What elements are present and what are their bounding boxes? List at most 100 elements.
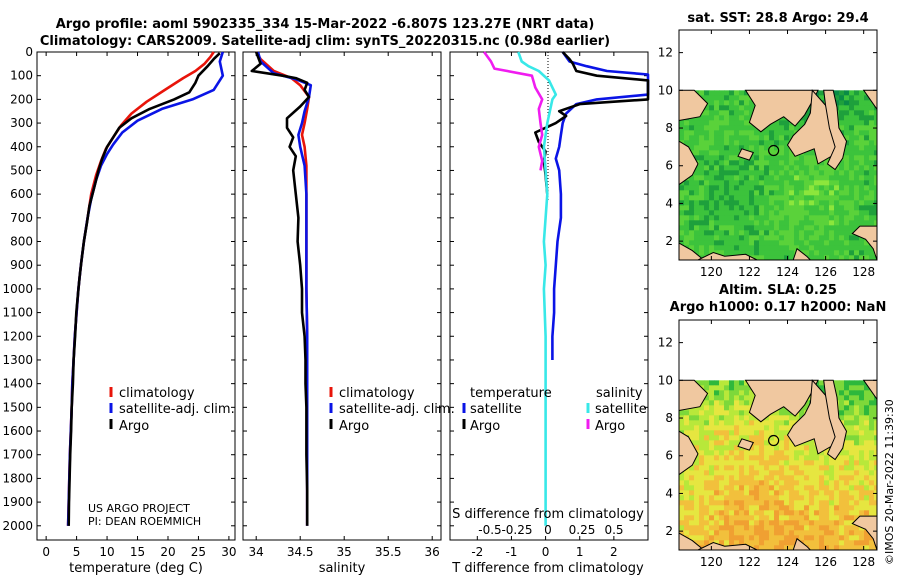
heatmap-cell: [724, 390, 730, 396]
heatmap-cell: [849, 205, 855, 211]
heatmap-cell: [764, 545, 770, 550]
heatmap-cell: [784, 445, 790, 451]
heatmap-cell: [729, 145, 735, 151]
heatmap-cell: [759, 470, 765, 476]
heatmap-cell: [709, 380, 715, 386]
heatmap-cell: [744, 90, 750, 96]
heatmap-cell: [789, 450, 795, 456]
heatmap-cell: [864, 100, 870, 106]
heatmap-cell: [849, 520, 855, 526]
heatmap-cell: [694, 190, 700, 196]
heatmap-cell: [739, 130, 745, 136]
temperature-legend: climatology satellite-adj. clim. Argo: [109, 386, 235, 434]
heatmap-cell: [789, 490, 795, 496]
heatmap-cell: [854, 400, 860, 406]
heatmap-cell: [719, 140, 725, 146]
heatmap-cell: [714, 190, 720, 196]
heatmap-cell: [774, 430, 780, 436]
xtick-label: 0: [542, 545, 550, 559]
heatmap-cell: [699, 205, 705, 211]
heatmap-cell: [734, 415, 740, 421]
heatmap-cell: [859, 135, 865, 141]
heatmap-cell: [689, 235, 695, 241]
heatmap-cell: [724, 400, 730, 406]
heatmap-cell: [744, 145, 750, 151]
heatmap-cell: [759, 155, 765, 161]
heatmap-cell: [764, 170, 770, 176]
heatmap-cell: [704, 405, 710, 411]
heatmap-cell: [804, 465, 810, 471]
heatmap-cell: [744, 135, 750, 141]
heatmap-cell: [779, 435, 785, 441]
heatmap-cell: [749, 425, 755, 431]
heatmap-cell: [819, 205, 825, 211]
heatmap-cell: [854, 160, 860, 166]
heatmap-cell: [724, 205, 730, 211]
heatmap-cell: [744, 400, 750, 406]
heatmap-cell: [694, 175, 700, 181]
heatmap-cell: [769, 215, 775, 221]
heatmap-cell: [799, 475, 805, 481]
heatmap-cell: [854, 130, 860, 136]
ytick-label: 1900: [2, 495, 33, 509]
heatmap-cell: [694, 485, 700, 491]
heatmap-cell: [874, 435, 877, 441]
heatmap-cell: [754, 135, 760, 141]
heatmap-cell: [844, 490, 850, 496]
heatmap-cell: [739, 245, 745, 251]
heatmap-cell: [739, 125, 745, 131]
heatmap-cell: [829, 185, 835, 191]
heatmap-cell: [864, 455, 870, 461]
heatmap-cell: [814, 455, 820, 461]
heatmap-cell: [859, 545, 865, 550]
heatmap-cell: [849, 210, 855, 216]
heatmap-cell: [839, 535, 845, 541]
heatmap-cell: [844, 165, 850, 171]
heatmap-cell: [704, 525, 710, 531]
heatmap-cell: [854, 240, 860, 246]
heatmap-cell: [729, 480, 735, 486]
heatmap-cell: [819, 515, 825, 521]
heatmap-cell: [839, 510, 845, 516]
heatmap-cell: [789, 230, 795, 236]
heatmap-cell: [804, 540, 810, 546]
heatmap-cell: [769, 480, 775, 486]
heatmap-cell: [859, 440, 865, 446]
heatmap-cell: [734, 400, 740, 406]
heatmap-cell: [864, 130, 870, 136]
heatmap-cell: [824, 215, 830, 221]
heatmap-cell: [779, 250, 785, 256]
heatmap-cell: [709, 130, 715, 136]
difference-axes-frame: [449, 51, 649, 541]
heatmap-cell: [729, 175, 735, 181]
heatmap-cell: [844, 430, 850, 436]
heatmap-cell: [704, 225, 710, 231]
heatmap-cell: [744, 485, 750, 491]
heatmap-cell: [704, 425, 710, 431]
heatmap-cell: [804, 230, 810, 236]
heatmap-cell: [779, 180, 785, 186]
heatmap-cell: [809, 495, 815, 501]
heatmap-cell: [764, 415, 770, 421]
legend-title-temperature: temperature: [470, 386, 552, 401]
heatmap-cell: [744, 495, 750, 501]
land-polygon: [862, 89, 877, 111]
heatmap-cell: [714, 530, 720, 536]
heatmap-cell: [854, 190, 860, 196]
heatmap-cell: [714, 240, 720, 246]
heatmap-cell: [764, 520, 770, 526]
heatmap-cell: [694, 510, 700, 516]
heatmap-cell: [839, 415, 845, 421]
heatmap-cell: [759, 170, 765, 176]
heatmap-cell: [704, 240, 710, 246]
heatmap-cell: [789, 210, 795, 216]
heatmap-cell: [769, 175, 775, 181]
heatmap-cell: [689, 145, 695, 151]
heatmap-cell: [859, 130, 865, 136]
heatmap-cell: [704, 160, 710, 166]
heatmap-cell: [734, 160, 740, 166]
heatmap-cell: [699, 530, 705, 536]
heatmap-cell: [734, 430, 740, 436]
heatmap-cell: [859, 180, 865, 186]
heatmap-cell: [759, 445, 765, 451]
